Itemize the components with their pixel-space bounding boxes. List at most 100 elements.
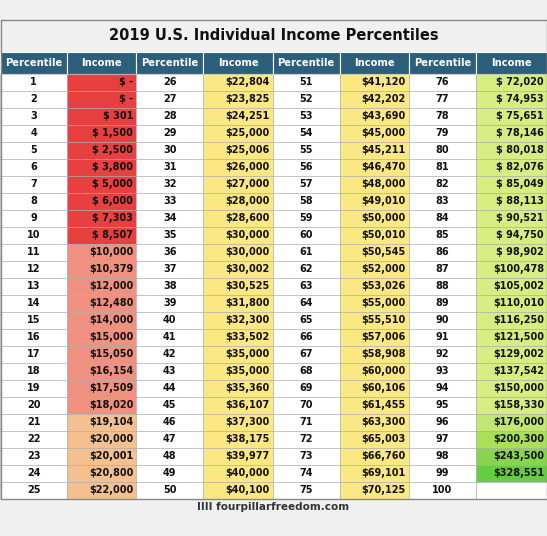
Text: $12,000: $12,000 — [89, 281, 133, 291]
Text: Income: Income — [82, 57, 122, 68]
Bar — [67, 465, 136, 481]
Bar — [409, 210, 476, 227]
Text: $32,300: $32,300 — [225, 315, 270, 325]
Bar — [272, 159, 340, 175]
Text: $41,120: $41,120 — [362, 77, 406, 87]
Bar — [409, 124, 476, 142]
Text: 17: 17 — [27, 349, 40, 359]
Bar — [409, 108, 476, 124]
Text: 59: 59 — [299, 213, 313, 223]
Bar — [476, 192, 547, 210]
Text: $49,010: $49,010 — [362, 196, 406, 206]
Bar — [0, 159, 67, 175]
Text: 24: 24 — [27, 468, 40, 478]
Text: 33: 33 — [163, 196, 177, 206]
Bar — [67, 379, 136, 397]
Bar — [203, 329, 272, 346]
Text: $20,800: $20,800 — [89, 468, 133, 478]
Bar — [203, 142, 272, 159]
Text: 64: 64 — [299, 298, 313, 308]
Text: $35,360: $35,360 — [225, 383, 270, 393]
Bar — [476, 311, 547, 329]
Text: Percentile: Percentile — [277, 57, 335, 68]
Text: $30,525: $30,525 — [225, 281, 270, 291]
Bar — [136, 397, 203, 413]
Text: 67: 67 — [299, 349, 313, 359]
Text: $ 90,521: $ 90,521 — [496, 213, 544, 223]
Bar — [476, 465, 547, 481]
Text: $176,000: $176,000 — [493, 417, 544, 427]
Bar — [0, 73, 67, 91]
Text: $26,000: $26,000 — [225, 162, 270, 172]
Bar — [272, 311, 340, 329]
Bar — [203, 294, 272, 311]
Bar — [67, 142, 136, 159]
Text: Income: Income — [354, 57, 394, 68]
Bar — [136, 108, 203, 124]
Bar — [476, 243, 547, 260]
Bar — [0, 108, 67, 124]
Text: $50,010: $50,010 — [362, 230, 406, 240]
Bar — [409, 192, 476, 210]
Text: 43: 43 — [163, 366, 177, 376]
Text: 77: 77 — [435, 94, 449, 104]
Bar — [272, 379, 340, 397]
Bar — [136, 124, 203, 142]
Bar — [409, 175, 476, 192]
Bar — [0, 243, 67, 260]
Bar — [476, 51, 547, 73]
Bar — [272, 192, 340, 210]
Bar — [136, 192, 203, 210]
Bar — [409, 294, 476, 311]
Bar — [340, 413, 409, 430]
Text: $36,107: $36,107 — [225, 400, 270, 410]
Bar — [136, 379, 203, 397]
Bar — [136, 413, 203, 430]
Bar — [0, 192, 67, 210]
Text: $ 80,018: $ 80,018 — [496, 145, 544, 155]
Text: $50,545: $50,545 — [362, 247, 406, 257]
Bar — [0, 210, 67, 227]
Text: $33,502: $33,502 — [225, 332, 270, 342]
Bar — [203, 124, 272, 142]
Text: 13: 13 — [27, 281, 40, 291]
Bar — [272, 362, 340, 379]
Text: 2019 U.S. Individual Income Percentiles: 2019 U.S. Individual Income Percentiles — [109, 28, 438, 43]
Bar — [476, 430, 547, 448]
Text: 1: 1 — [30, 77, 37, 87]
Bar — [340, 227, 409, 243]
Text: $50,000: $50,000 — [362, 213, 406, 223]
Bar — [409, 413, 476, 430]
Bar — [0, 294, 67, 311]
Text: 95: 95 — [435, 400, 449, 410]
Bar — [476, 142, 547, 159]
Bar — [0, 481, 67, 498]
Text: 73: 73 — [299, 451, 313, 461]
Text: 14: 14 — [27, 298, 40, 308]
Text: $30,000: $30,000 — [225, 230, 270, 240]
Text: 80: 80 — [435, 145, 449, 155]
Text: 93: 93 — [435, 366, 449, 376]
Bar — [272, 481, 340, 498]
Bar — [340, 260, 409, 278]
Text: 47: 47 — [163, 434, 177, 444]
Text: 7: 7 — [30, 179, 37, 189]
Text: 98: 98 — [435, 451, 449, 461]
Bar — [136, 481, 203, 498]
Text: 61: 61 — [299, 247, 313, 257]
Text: 76: 76 — [435, 77, 449, 87]
Bar — [340, 192, 409, 210]
Text: $105,002: $105,002 — [493, 281, 544, 291]
Text: $116,250: $116,250 — [493, 315, 544, 325]
Text: $25,000: $25,000 — [225, 128, 270, 138]
Text: $43,690: $43,690 — [362, 111, 406, 121]
Bar — [67, 397, 136, 413]
Text: 51: 51 — [299, 77, 313, 87]
Bar — [476, 294, 547, 311]
Text: 2: 2 — [30, 94, 37, 104]
Text: 32: 32 — [163, 179, 177, 189]
Bar — [0, 413, 67, 430]
Text: $28,000: $28,000 — [225, 196, 270, 206]
Bar — [136, 210, 203, 227]
Text: $328,551: $328,551 — [493, 468, 544, 478]
